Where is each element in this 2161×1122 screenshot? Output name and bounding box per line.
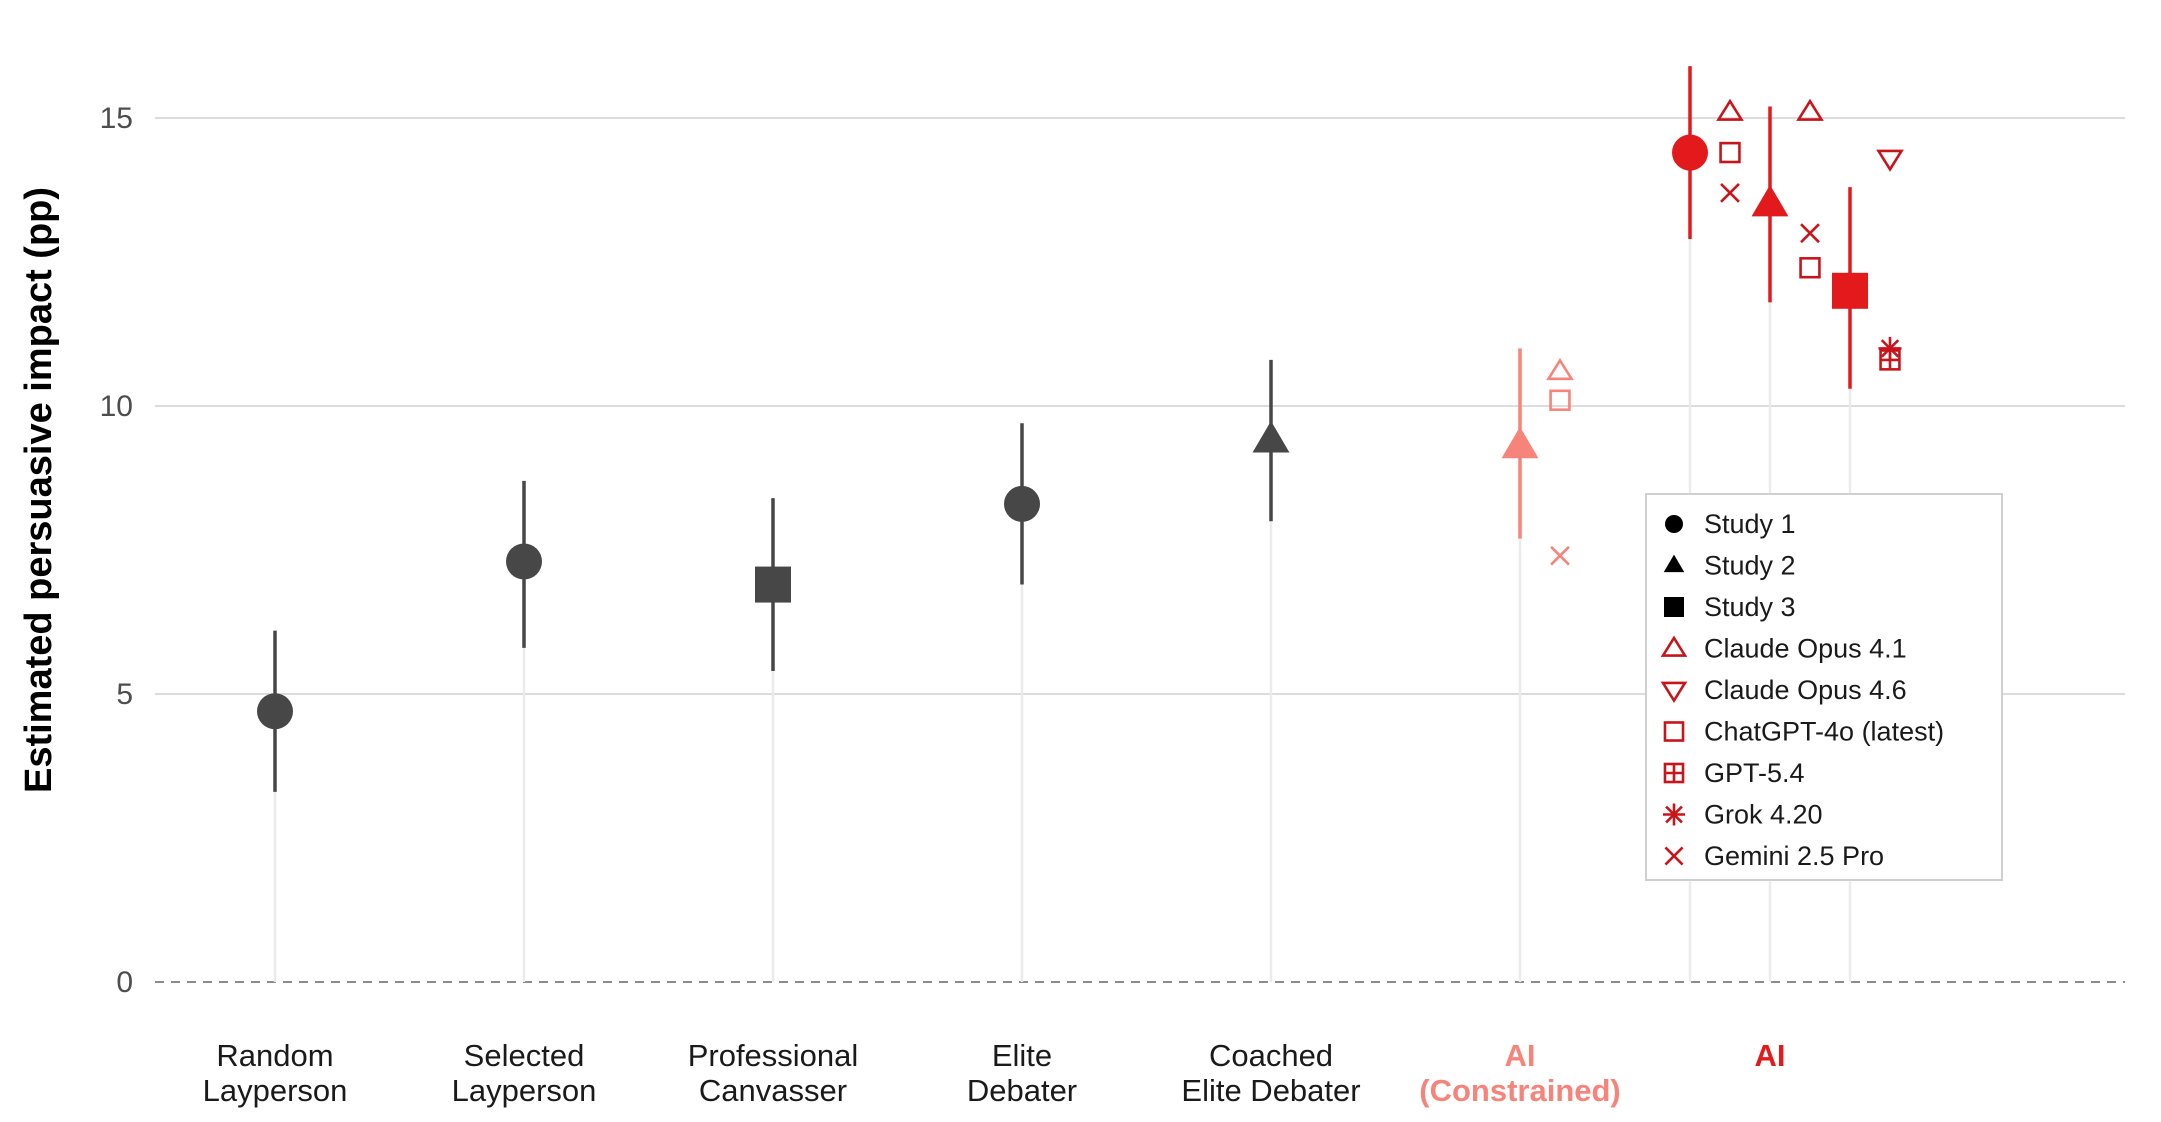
legend-marker xyxy=(1660,635,1688,657)
x-category-label: Random xyxy=(216,1038,333,1073)
model-point-shape xyxy=(1546,357,1574,381)
estimate-point xyxy=(257,693,293,730)
model-point-shape xyxy=(1799,257,1821,279)
estimate-point-shape xyxy=(1004,485,1040,522)
legend-label: Study 1 xyxy=(1704,509,1796,539)
x-category-label: Canvasser xyxy=(699,1073,847,1108)
model-point xyxy=(1800,223,1820,244)
estimate-point-shape xyxy=(506,543,542,580)
model-point-stroke xyxy=(1550,545,1570,566)
estimate-point-shape xyxy=(1832,272,1868,309)
estimate-point xyxy=(1672,134,1708,171)
model-point xyxy=(1720,182,1740,203)
estimate-point xyxy=(1004,485,1040,522)
legend-label: Study 3 xyxy=(1704,592,1796,622)
x-category-label: AI xyxy=(1755,1038,1786,1073)
legend-marker xyxy=(1664,846,1684,866)
model-point-shape xyxy=(1876,149,1904,172)
gridlines xyxy=(155,117,2125,983)
x-category-label: Selected xyxy=(464,1038,585,1073)
model-point-shape xyxy=(1796,98,1824,121)
x-category-label: Layperson xyxy=(452,1073,597,1108)
legend-marker xyxy=(1665,515,1683,533)
model-point xyxy=(1876,149,1904,172)
estimate-point-shape xyxy=(1252,421,1290,453)
y-tick-label: 5 xyxy=(116,678,133,711)
estimate-point-shape xyxy=(1501,426,1539,459)
y-tick-label: 0 xyxy=(116,966,133,999)
y-tick-label: 15 xyxy=(100,102,133,135)
estimate-point xyxy=(1252,421,1290,453)
model-point xyxy=(1799,257,1821,279)
estimate-point xyxy=(1501,426,1539,459)
x-category-label: (Constrained) xyxy=(1419,1073,1621,1108)
y-axis-label: Estimated persuasive impact (pp) xyxy=(18,187,60,793)
legend-marker-ray xyxy=(1665,805,1683,824)
legend-marker-shape xyxy=(1664,597,1684,617)
y-axis: 0 5 10 15 xyxy=(100,102,133,999)
legend-label: ChatGPT-4o (latest) xyxy=(1704,717,1944,747)
x-category-label: Elite xyxy=(992,1038,1052,1073)
legend-marker xyxy=(1660,681,1688,704)
estimate-point xyxy=(1751,184,1789,217)
estimate-point-shape xyxy=(1751,184,1789,217)
estimate-point-shape xyxy=(1672,134,1708,171)
model-point xyxy=(1879,349,1901,371)
estimate-point-shape xyxy=(257,693,293,730)
legend-label: Grok 4.20 xyxy=(1704,800,1823,830)
x-category-label: AI xyxy=(1505,1038,1536,1073)
x-axis: RandomLaypersonSelectedLaypersonProfessi… xyxy=(203,1038,1786,1108)
model-point xyxy=(1546,357,1574,381)
model-point-shape xyxy=(1549,389,1571,411)
legend: Study 1 Study 2 Study 3 Claude Opus 4.1 Clau… xyxy=(1645,493,2003,881)
legend-marker xyxy=(1663,554,1685,573)
legend-label: GPT-5.4 xyxy=(1704,758,1805,788)
model-point xyxy=(1716,98,1744,121)
model-point xyxy=(1549,389,1571,411)
legend-marker-shape xyxy=(1660,681,1688,704)
estimate-point xyxy=(1832,272,1868,309)
legend-marker xyxy=(1664,597,1684,617)
model-point-shape xyxy=(1719,141,1741,164)
legend-label: Claude Opus 4.6 xyxy=(1704,675,1907,705)
estimates xyxy=(257,66,1868,792)
x-category-label: Layperson xyxy=(203,1073,348,1108)
estimate-point xyxy=(506,543,542,580)
x-category-label: Debater xyxy=(967,1073,1077,1108)
legend-label: Gemini 2.5 Pro xyxy=(1704,841,1884,871)
legend-marker-stroke xyxy=(1664,846,1684,866)
droplines xyxy=(273,238,1852,982)
model-point-shape xyxy=(1716,98,1744,121)
legend-marker-shape xyxy=(1660,635,1688,657)
legend-marker-shape xyxy=(1663,721,1685,742)
model-point xyxy=(1796,98,1824,121)
x-category-label: Coached xyxy=(1209,1038,1333,1073)
legend-box xyxy=(1645,493,2003,881)
legend-marker-shape xyxy=(1665,515,1683,533)
x-category-label: Elite Debater xyxy=(1181,1073,1360,1108)
model-point-stroke xyxy=(1800,223,1820,244)
legend-marker-shape xyxy=(1663,554,1685,573)
legend-marker xyxy=(1663,721,1685,742)
model-point xyxy=(1719,141,1741,164)
x-category-label: Professional xyxy=(688,1038,859,1073)
legend-label: Claude Opus 4.1 xyxy=(1704,634,1907,664)
legend-marker xyxy=(1663,762,1685,784)
estimate-point-shape xyxy=(755,566,791,603)
model-points xyxy=(1546,98,1904,566)
legend-marker xyxy=(1663,803,1685,826)
model-point xyxy=(1550,545,1570,566)
model-point-ray xyxy=(1880,339,1900,358)
estimate-point xyxy=(755,566,791,603)
legend-label: Study 2 xyxy=(1704,551,1796,581)
y-tick-label: 10 xyxy=(100,390,133,423)
model-point-stroke xyxy=(1720,182,1740,203)
